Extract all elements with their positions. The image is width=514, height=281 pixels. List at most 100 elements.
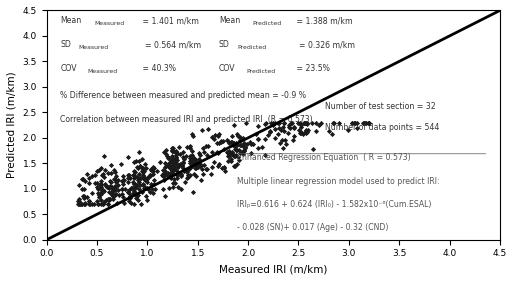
Point	[199, 146, 207, 150]
Point	[243, 142, 251, 146]
Point	[228, 134, 236, 139]
Point	[166, 174, 174, 179]
Point	[131, 175, 139, 179]
Point	[364, 120, 373, 125]
Point	[233, 155, 242, 159]
Point	[97, 191, 105, 195]
Point	[142, 166, 150, 170]
Point	[93, 181, 101, 185]
Point	[179, 161, 188, 166]
Point	[284, 130, 292, 135]
Point	[192, 160, 200, 164]
Point	[141, 178, 150, 182]
Point	[198, 127, 207, 132]
Text: IRIₚ=0.616 + 0.624 (IRI₀) - 1.582x10⁻⁶(Cum.ESAL): IRIₚ=0.616 + 0.624 (IRI₀) - 1.582x10⁻⁶(C…	[237, 200, 431, 209]
Point	[350, 121, 358, 125]
Point	[78, 187, 86, 191]
Point	[84, 176, 93, 180]
Point	[132, 159, 140, 164]
Point	[97, 183, 105, 187]
Point	[190, 163, 198, 167]
Point	[188, 152, 196, 157]
Point	[198, 167, 206, 172]
Point	[303, 121, 311, 126]
Point	[299, 132, 307, 136]
Point	[124, 172, 132, 177]
Point	[233, 143, 241, 147]
Point	[304, 128, 312, 132]
Point	[109, 188, 117, 192]
Point	[301, 130, 309, 135]
Point	[353, 125, 361, 130]
Point	[312, 129, 320, 133]
Point	[197, 163, 205, 167]
Point	[125, 188, 134, 192]
Point	[351, 120, 359, 125]
Point	[171, 150, 179, 154]
Text: Measured: Measured	[87, 69, 118, 74]
Point	[90, 202, 98, 206]
Point	[167, 164, 175, 169]
Point	[237, 143, 245, 147]
Point	[74, 199, 82, 204]
Text: Mean: Mean	[219, 16, 240, 25]
Point	[195, 157, 203, 162]
Point	[228, 153, 236, 158]
Point	[173, 176, 181, 180]
Point	[188, 132, 196, 136]
Point	[171, 158, 179, 163]
Point	[172, 156, 180, 160]
Point	[347, 120, 356, 125]
Point	[351, 120, 359, 125]
Point	[231, 147, 240, 152]
Point	[359, 120, 367, 125]
Point	[161, 169, 170, 174]
Point	[226, 152, 234, 156]
Point	[301, 130, 309, 135]
Point	[174, 165, 182, 170]
Point	[80, 202, 88, 206]
Point	[136, 164, 144, 168]
Point	[240, 149, 248, 153]
Point	[211, 133, 219, 137]
Point	[75, 183, 83, 187]
Point	[133, 183, 141, 187]
Point	[97, 166, 105, 170]
Point	[83, 171, 91, 176]
Point	[179, 166, 187, 170]
Point	[297, 131, 305, 135]
Point	[217, 166, 226, 171]
Point	[309, 147, 317, 151]
Point	[204, 144, 212, 148]
Text: = 0.326 m/km: = 0.326 m/km	[293, 40, 355, 49]
Point	[199, 172, 207, 176]
Point	[274, 126, 283, 130]
Point	[138, 166, 146, 170]
Text: % Difference between measured and predicted mean = -0.9 %: % Difference between measured and predic…	[60, 91, 306, 100]
Point	[110, 194, 118, 198]
Point	[261, 122, 269, 126]
Point	[232, 132, 241, 137]
Point	[161, 194, 169, 198]
Point	[353, 120, 361, 125]
Point	[290, 134, 298, 139]
Point	[131, 185, 139, 190]
Point	[214, 134, 223, 139]
Point	[167, 171, 175, 175]
Point	[213, 141, 221, 146]
Point	[163, 154, 172, 158]
Point	[197, 178, 206, 182]
Point	[192, 166, 200, 170]
Point	[128, 186, 137, 190]
Point	[186, 158, 194, 163]
Point	[109, 168, 118, 173]
Point	[182, 153, 190, 158]
Text: COV: COV	[219, 64, 235, 73]
Point	[324, 129, 333, 133]
Point	[235, 135, 244, 140]
Point	[183, 170, 191, 174]
Point	[282, 142, 290, 146]
Point	[95, 167, 103, 172]
Point	[146, 173, 154, 177]
Point	[149, 165, 157, 169]
